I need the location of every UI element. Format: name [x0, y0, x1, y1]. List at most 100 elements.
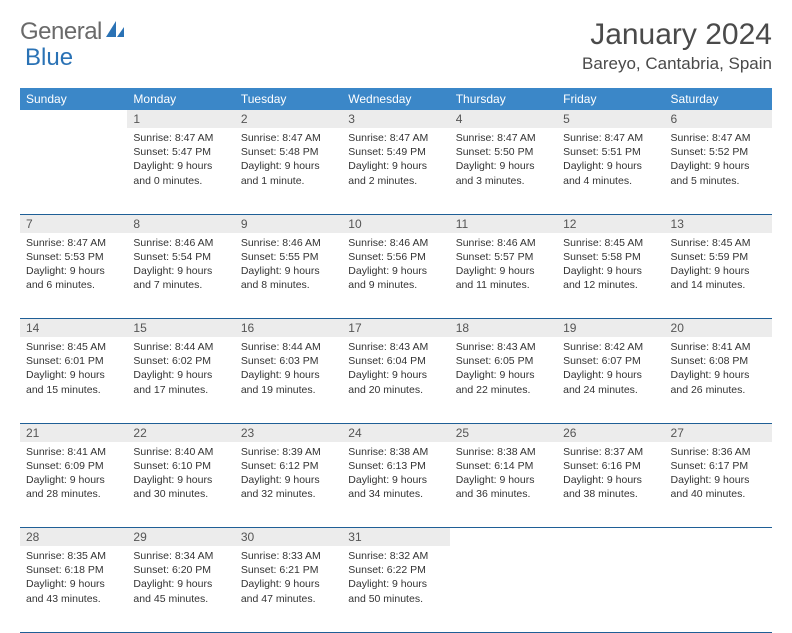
day-number: 8: [127, 214, 234, 233]
day-cell-text: Sunrise: 8:44 AMSunset: 6:03 PMDaylight:…: [235, 337, 342, 401]
day-number: 13: [665, 214, 772, 233]
day-cell: Sunrise: 8:41 AMSunset: 6:08 PMDaylight:…: [665, 337, 772, 423]
day-cell: Sunrise: 8:41 AMSunset: 6:09 PMDaylight:…: [20, 442, 127, 528]
day-cell: Sunrise: 8:36 AMSunset: 6:17 PMDaylight:…: [665, 442, 772, 528]
day-cell-text: Sunrise: 8:47 AMSunset: 5:52 PMDaylight:…: [665, 128, 772, 192]
day-cell: Sunrise: 8:45 AMSunset: 5:59 PMDaylight:…: [665, 233, 772, 319]
daynum-row: 28293031: [20, 528, 772, 547]
day-cell-text: Sunrise: 8:38 AMSunset: 6:13 PMDaylight:…: [342, 442, 449, 506]
day-cell: [20, 128, 127, 214]
logo-text-1: General: [20, 18, 102, 46]
day-cell: Sunrise: 8:42 AMSunset: 6:07 PMDaylight:…: [557, 337, 664, 423]
title-block: January 2024 Bareyo, Cantabria, Spain: [582, 18, 772, 74]
day-number: 2: [235, 110, 342, 128]
day-cell-text: Sunrise: 8:39 AMSunset: 6:12 PMDaylight:…: [235, 442, 342, 506]
day-cell: Sunrise: 8:32 AMSunset: 6:22 PMDaylight:…: [342, 546, 449, 632]
day-cell: Sunrise: 8:43 AMSunset: 6:04 PMDaylight:…: [342, 337, 449, 423]
day-header-row: Sunday Monday Tuesday Wednesday Thursday…: [20, 88, 772, 110]
day-cell-text: Sunrise: 8:47 AMSunset: 5:53 PMDaylight:…: [20, 233, 127, 297]
day-cell: Sunrise: 8:46 AMSunset: 5:56 PMDaylight:…: [342, 233, 449, 319]
day-cell: Sunrise: 8:45 AMSunset: 5:58 PMDaylight:…: [557, 233, 664, 319]
week-row: Sunrise: 8:47 AMSunset: 5:47 PMDaylight:…: [20, 128, 772, 214]
day-cell: Sunrise: 8:47 AMSunset: 5:48 PMDaylight:…: [235, 128, 342, 214]
day-header: Saturday: [665, 88, 772, 110]
day-cell-text: [20, 128, 127, 135]
day-number: 7: [20, 214, 127, 233]
day-number: [665, 528, 772, 547]
day-header: Wednesday: [342, 88, 449, 110]
day-cell-text: Sunrise: 8:37 AMSunset: 6:16 PMDaylight:…: [557, 442, 664, 506]
day-cell-text: Sunrise: 8:38 AMSunset: 6:14 PMDaylight:…: [450, 442, 557, 506]
day-number: 10: [342, 214, 449, 233]
day-number: 26: [557, 423, 664, 442]
daynum-row: 21222324252627: [20, 423, 772, 442]
day-cell: Sunrise: 8:34 AMSunset: 6:20 PMDaylight:…: [127, 546, 234, 632]
daynum-row: 14151617181920: [20, 319, 772, 338]
day-number: 5: [557, 110, 664, 128]
day-cell: Sunrise: 8:38 AMSunset: 6:13 PMDaylight:…: [342, 442, 449, 528]
day-header: Sunday: [20, 88, 127, 110]
day-cell: Sunrise: 8:44 AMSunset: 6:02 PMDaylight:…: [127, 337, 234, 423]
day-number: 30: [235, 528, 342, 547]
day-cell: [665, 546, 772, 632]
day-number: 4: [450, 110, 557, 128]
day-cell-text: Sunrise: 8:47 AMSunset: 5:50 PMDaylight:…: [450, 128, 557, 192]
day-cell: Sunrise: 8:47 AMSunset: 5:51 PMDaylight:…: [557, 128, 664, 214]
day-number: 21: [20, 423, 127, 442]
day-cell: Sunrise: 8:40 AMSunset: 6:10 PMDaylight:…: [127, 442, 234, 528]
day-number: 29: [127, 528, 234, 547]
day-cell-text: Sunrise: 8:32 AMSunset: 6:22 PMDaylight:…: [342, 546, 449, 610]
day-cell-text: Sunrise: 8:41 AMSunset: 6:09 PMDaylight:…: [20, 442, 127, 506]
day-number: 24: [342, 423, 449, 442]
week-row: Sunrise: 8:35 AMSunset: 6:18 PMDaylight:…: [20, 546, 772, 632]
day-number: 31: [342, 528, 449, 547]
day-cell-text: Sunrise: 8:35 AMSunset: 6:18 PMDaylight:…: [20, 546, 127, 610]
day-cell-text: Sunrise: 8:46 AMSunset: 5:54 PMDaylight:…: [127, 233, 234, 297]
day-cell: Sunrise: 8:47 AMSunset: 5:50 PMDaylight:…: [450, 128, 557, 214]
daynum-row: 123456: [20, 110, 772, 128]
day-cell-text: Sunrise: 8:47 AMSunset: 5:49 PMDaylight:…: [342, 128, 449, 192]
day-cell: Sunrise: 8:47 AMSunset: 5:49 PMDaylight:…: [342, 128, 449, 214]
day-header: Tuesday: [235, 88, 342, 110]
day-cell: Sunrise: 8:33 AMSunset: 6:21 PMDaylight:…: [235, 546, 342, 632]
week-row: Sunrise: 8:41 AMSunset: 6:09 PMDaylight:…: [20, 442, 772, 528]
day-number: 19: [557, 319, 664, 338]
day-number: 12: [557, 214, 664, 233]
day-cell: Sunrise: 8:47 AMSunset: 5:53 PMDaylight:…: [20, 233, 127, 319]
page-header: General January 2024 Bareyo, Cantabria, …: [20, 18, 772, 74]
day-cell-text: Sunrise: 8:45 AMSunset: 5:58 PMDaylight:…: [557, 233, 664, 297]
daynum-row: 78910111213: [20, 214, 772, 233]
day-cell: Sunrise: 8:39 AMSunset: 6:12 PMDaylight:…: [235, 442, 342, 528]
day-number: 9: [235, 214, 342, 233]
day-cell-text: Sunrise: 8:36 AMSunset: 6:17 PMDaylight:…: [665, 442, 772, 506]
day-cell-text: Sunrise: 8:43 AMSunset: 6:04 PMDaylight:…: [342, 337, 449, 401]
day-cell-text: Sunrise: 8:47 AMSunset: 5:48 PMDaylight:…: [235, 128, 342, 192]
day-header: Friday: [557, 88, 664, 110]
day-cell: [557, 546, 664, 632]
day-cell: Sunrise: 8:44 AMSunset: 6:03 PMDaylight:…: [235, 337, 342, 423]
day-number: 1: [127, 110, 234, 128]
day-cell: Sunrise: 8:46 AMSunset: 5:55 PMDaylight:…: [235, 233, 342, 319]
day-number: [450, 528, 557, 547]
day-number: 17: [342, 319, 449, 338]
day-cell: Sunrise: 8:47 AMSunset: 5:52 PMDaylight:…: [665, 128, 772, 214]
day-cell-text: Sunrise: 8:44 AMSunset: 6:02 PMDaylight:…: [127, 337, 234, 401]
day-cell-text: Sunrise: 8:40 AMSunset: 6:10 PMDaylight:…: [127, 442, 234, 506]
day-cell-text: Sunrise: 8:33 AMSunset: 6:21 PMDaylight:…: [235, 546, 342, 610]
day-cell-text: Sunrise: 8:47 AMSunset: 5:47 PMDaylight:…: [127, 128, 234, 192]
day-cell: Sunrise: 8:46 AMSunset: 5:54 PMDaylight:…: [127, 233, 234, 319]
logo: General: [20, 18, 128, 46]
day-cell: Sunrise: 8:37 AMSunset: 6:16 PMDaylight:…: [557, 442, 664, 528]
day-cell: Sunrise: 8:45 AMSunset: 6:01 PMDaylight:…: [20, 337, 127, 423]
day-cell-text: Sunrise: 8:46 AMSunset: 5:57 PMDaylight:…: [450, 233, 557, 297]
week-row: Sunrise: 8:47 AMSunset: 5:53 PMDaylight:…: [20, 233, 772, 319]
day-number: 15: [127, 319, 234, 338]
day-cell-text: Sunrise: 8:41 AMSunset: 6:08 PMDaylight:…: [665, 337, 772, 401]
day-header: Monday: [127, 88, 234, 110]
day-number: 3: [342, 110, 449, 128]
day-cell-text: Sunrise: 8:45 AMSunset: 5:59 PMDaylight:…: [665, 233, 772, 297]
logo-text-2: Blue: [25, 44, 73, 72]
day-header: Thursday: [450, 88, 557, 110]
day-cell: Sunrise: 8:46 AMSunset: 5:57 PMDaylight:…: [450, 233, 557, 319]
day-number: 6: [665, 110, 772, 128]
